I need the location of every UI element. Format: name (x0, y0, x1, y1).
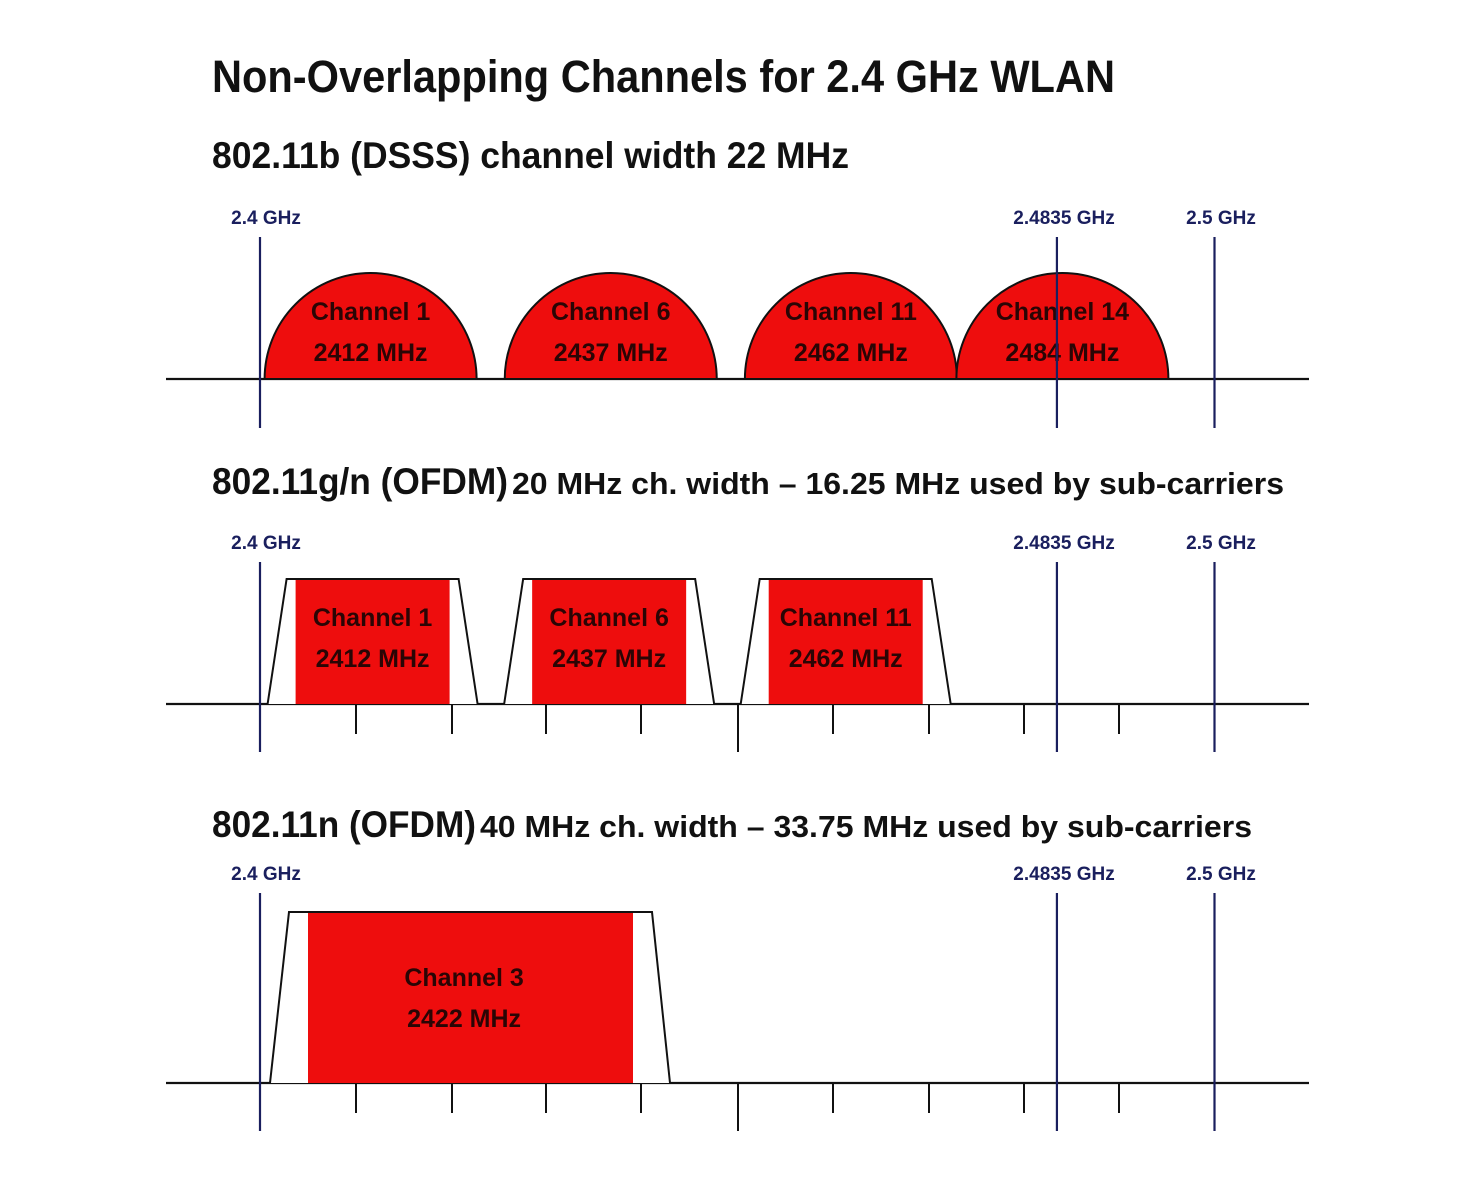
channel-name-label: Channel 14 (996, 298, 1129, 326)
section-80211gn-marker-labels: 2.4 GHz 2.4835 GHz 2.5 GHz (231, 533, 1256, 554)
section-80211n-marker-labels: 2.4 GHz 2.4835 GHz 2.5 GHz (231, 864, 1256, 885)
channel-mask-arc (743, 272, 958, 380)
subcarrier-band (295, 580, 450, 704)
channel-mask-arc (263, 272, 478, 380)
diagram-title: Non-Overlapping Channels for 2.4 GHz WLA… (212, 51, 1115, 102)
marker-label-2-5-ghz: 2.5 GHz (1186, 864, 1256, 885)
channel-frequency-label: 2412 MHz (314, 339, 428, 367)
marker-label-2-4835-ghz: 2.4835 GHz (1013, 533, 1114, 554)
subcarrier-band (768, 580, 923, 704)
channel-frequency-label: 2422 MHz (407, 1005, 521, 1033)
channel-name-label: Channel 6 (551, 298, 670, 326)
channel-channel-6: Channel 6 2437 MHz (503, 578, 716, 705)
channel-frequency-label: 2462 MHz (789, 645, 903, 673)
channel-frequency-label: 2437 MHz (552, 645, 666, 673)
channel-frequency-label: 2484 MHz (1005, 339, 1119, 367)
section-subheading-80211gn: 20 MHz ch. width – 16.25 MHz used by sub… (512, 466, 1284, 501)
section-heading-80211n: 802.11n (OFDM) (212, 804, 476, 845)
marker-label-2-4835-ghz: 2.4835 GHz (1013, 864, 1114, 885)
channel-name-label: Channel 11 (780, 604, 912, 632)
channel-frequency-label: 2437 MHz (554, 339, 668, 367)
section-80211b-marker-labels: 2.4 GHz 2.4835 GHz 2.5 GHz (231, 208, 1256, 229)
channel-name-label: Channel 3 (404, 964, 523, 992)
channel-channel-1: Channel 1 2412 MHz (266, 578, 479, 705)
marker-label-2-4-ghz: 2.4 GHz (231, 864, 301, 885)
subcarrier-band (308, 913, 633, 1083)
section-subheading-80211n: 40 MHz ch. width – 33.75 MHz used by sub… (480, 809, 1252, 844)
channel-name-label: Channel 1 (311, 298, 431, 326)
section-heading-80211gn: 802.11g/n (OFDM) (212, 461, 508, 502)
section-heading-80211b: 802.11b (DSSS) channel width 22 MHz (212, 135, 849, 176)
channel-mask-arc (955, 272, 1170, 380)
subcarrier-band (532, 580, 687, 704)
marker-label-2-4-ghz: 2.4 GHz (231, 533, 301, 554)
section-80211b: 802.11b (DSSS) channel width 22 MHz 2.4 … (166, 135, 1309, 428)
channel-channel-11: Channel 11 2462 MHz (743, 272, 958, 380)
marker-label-2-4835-ghz: 2.4835 GHz (1013, 208, 1114, 229)
channel-channel-14: Channel 14 2484 MHz (955, 272, 1170, 380)
marker-label-2-5-ghz: 2.5 GHz (1186, 208, 1256, 229)
channel-channel-3: Channel 3 2422 MHz (269, 911, 671, 1084)
section-80211n: 802.11n (OFDM) 40 MHz ch. width – 33.75 … (166, 804, 1309, 1131)
channel-frequency-label: 2412 MHz (316, 645, 430, 673)
channel-channel-6: Channel 6 2437 MHz (503, 272, 718, 380)
channel-name-label: Channel 11 (785, 298, 917, 326)
marker-label-2-4-ghz: 2.4 GHz (231, 208, 301, 229)
channel-name-label: Channel 1 (313, 604, 433, 632)
channel-mask-arc (503, 272, 718, 380)
channel-channel-1: Channel 1 2412 MHz (263, 272, 478, 380)
channel-channel-11: Channel 11 2462 MHz (739, 578, 952, 705)
marker-label-2-5-ghz: 2.5 GHz (1186, 533, 1256, 554)
section-80211n-plot: Channel 3 2422 MHz (166, 893, 1309, 1131)
channel-frequency-label: 2462 MHz (794, 339, 908, 367)
channel-name-label: Channel 6 (549, 604, 668, 632)
section-80211gn: 802.11g/n (OFDM) 20 MHz ch. width – 16.2… (166, 461, 1309, 752)
